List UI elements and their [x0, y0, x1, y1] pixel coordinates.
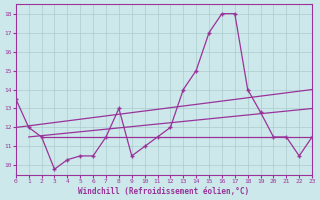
X-axis label: Windchill (Refroidissement éolien,°C): Windchill (Refroidissement éolien,°C) — [78, 187, 250, 196]
